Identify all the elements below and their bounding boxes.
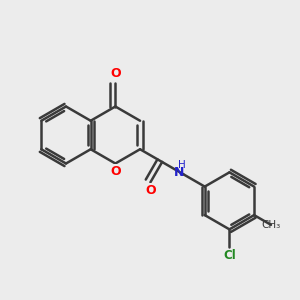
Text: Cl: Cl (223, 249, 236, 262)
Text: O: O (145, 184, 156, 197)
Text: N: N (174, 166, 185, 179)
Text: H: H (178, 160, 186, 170)
Text: O: O (110, 68, 121, 80)
Text: CH₃: CH₃ (261, 220, 280, 230)
Text: O: O (110, 165, 121, 178)
